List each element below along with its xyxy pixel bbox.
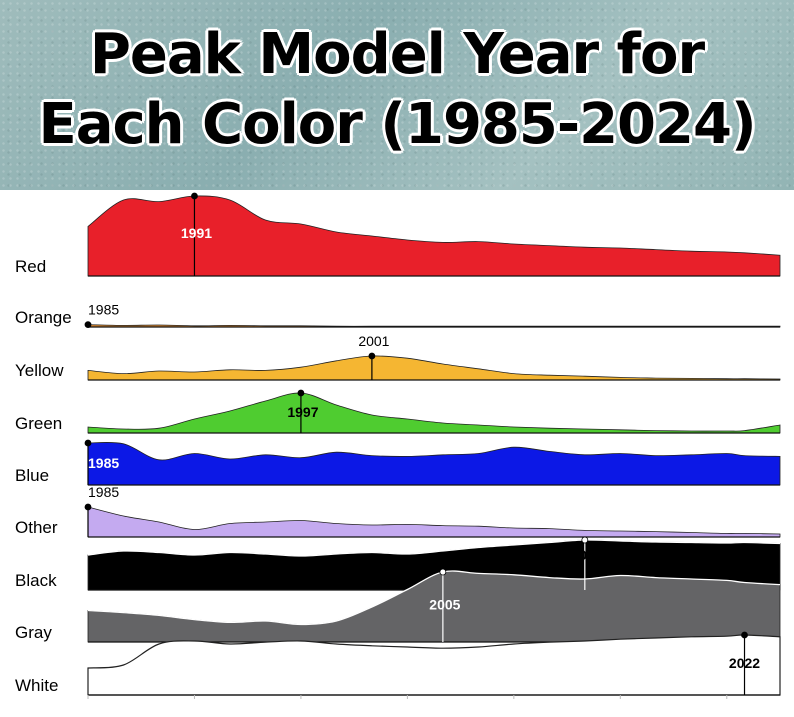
area-yellow bbox=[87, 355, 781, 381]
row-label-orange: Orange bbox=[15, 308, 72, 327]
title-line-2: Each Color (1985-2024) bbox=[38, 92, 756, 157]
area-outline-black bbox=[87, 539, 781, 557]
peak-dot-red bbox=[191, 192, 198, 200]
row-label-yellow: Yellow bbox=[15, 361, 64, 380]
header-banner: Peak Model Year for Each Color (1985-202… bbox=[0, 0, 794, 190]
peak-label-black: 2013 bbox=[571, 547, 602, 563]
peak-label-yellow: 2001 bbox=[358, 333, 389, 349]
area-red bbox=[87, 195, 781, 277]
header-texture bbox=[0, 0, 794, 190]
row-label-green: Green bbox=[15, 414, 62, 433]
row-label-gray: Gray bbox=[15, 623, 52, 642]
area-blue bbox=[87, 441, 781, 486]
peak-label-other: 1985 bbox=[88, 484, 119, 500]
peak-dot-blue bbox=[84, 439, 92, 447]
peak-dot-black bbox=[581, 536, 589, 544]
row-label-other: Other bbox=[15, 518, 58, 537]
chart-area: Red Orange Yellow Green Blue Other Black Gray Wh… bbox=[0, 190, 794, 712]
peak-dot-green bbox=[297, 389, 305, 397]
ridgeline-chart: Red Orange Yellow Green Blue Other Black Gray Wh… bbox=[15, 192, 781, 699]
peak-label-gray: 2005 bbox=[429, 597, 460, 613]
row-label-white: White bbox=[15, 676, 58, 695]
row-label-black: Black bbox=[15, 571, 57, 590]
area-white bbox=[87, 634, 781, 696]
peak-dot-orange bbox=[84, 321, 92, 329]
title-line-1: Peak Model Year for bbox=[89, 22, 705, 87]
peak-label-green: 1997 bbox=[287, 404, 318, 420]
area-other bbox=[87, 506, 781, 538]
peak-dot-gray bbox=[439, 568, 447, 576]
peak-label-blue: 1985 bbox=[88, 455, 119, 471]
peak-dot-other bbox=[84, 503, 92, 511]
peak-label-white: 2022 bbox=[729, 655, 760, 671]
peak-dot-white bbox=[741, 631, 748, 639]
peak-label-red: 1991 bbox=[181, 225, 212, 241]
row-label-blue: Blue bbox=[15, 466, 49, 485]
peak-label-orange: 1985 bbox=[88, 302, 119, 318]
area-green bbox=[87, 392, 781, 434]
peak-dot-yellow bbox=[368, 352, 376, 360]
row-label-red: Red bbox=[15, 257, 46, 276]
